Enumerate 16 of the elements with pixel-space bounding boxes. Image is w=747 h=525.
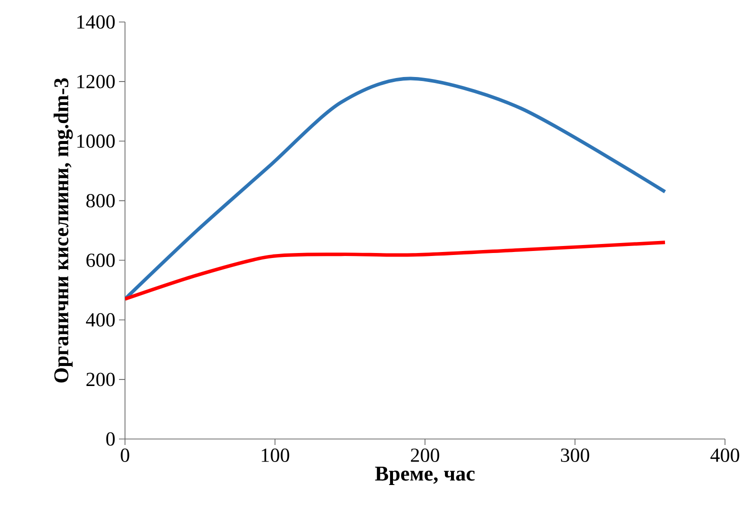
y-tick-label: 800 xyxy=(86,194,115,208)
y-tick-label: 1200 xyxy=(77,74,115,88)
y-axis-title: Органични киселиини, mg.dm-3 xyxy=(54,78,73,383)
line-series xyxy=(125,240,667,301)
x-axis-title: Време, час xyxy=(375,466,475,485)
x-tick-label: 400 xyxy=(710,448,740,462)
y-tick-label: 400 xyxy=(86,313,115,327)
y-tick-label: 1000 xyxy=(77,134,115,148)
x-tick-label: 0 xyxy=(120,448,130,462)
x-tick-label: 100 xyxy=(262,448,290,462)
y-tick-label: 0 xyxy=(106,432,115,446)
y-tick-label: 200 xyxy=(86,372,115,386)
x-tick-label: 200 xyxy=(410,448,440,462)
y-tick-label: 600 xyxy=(86,254,115,267)
y-tick-label: 1400 xyxy=(77,15,115,29)
x-tick-label: 300 xyxy=(561,448,590,462)
